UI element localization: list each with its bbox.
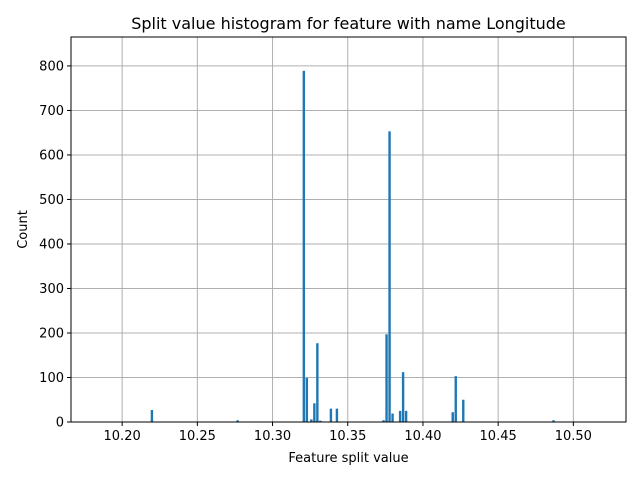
histogram-bar xyxy=(236,420,239,422)
chart-title: Split value histogram for feature with n… xyxy=(131,14,566,33)
histogram-bar xyxy=(462,399,465,422)
histogram-bar xyxy=(329,408,333,422)
x-tick-label: 10.25 xyxy=(179,429,216,444)
x-axis-label: Feature split value xyxy=(288,451,408,466)
histogram-bar xyxy=(401,372,405,422)
histogram-bar xyxy=(388,131,391,422)
y-tick-label: 200 xyxy=(39,326,64,341)
y-tick-label: 800 xyxy=(39,59,64,74)
x-tick-label: 10.50 xyxy=(555,429,592,444)
y-tick-label: 0 xyxy=(56,416,64,431)
histogram-bar xyxy=(398,410,402,422)
y-axis-label: Count xyxy=(16,210,31,249)
histogram-bar xyxy=(451,412,454,422)
plot-area-frame xyxy=(70,36,627,423)
histogram-bar xyxy=(335,408,339,422)
histogram-bar xyxy=(310,419,313,422)
x-tick-label: 10.35 xyxy=(329,429,366,444)
histogram-bar xyxy=(382,420,385,422)
y-tick-label: 600 xyxy=(39,148,64,163)
x-tick-label: 10.40 xyxy=(404,429,441,444)
histogram-bar xyxy=(305,377,309,422)
histogram-bar xyxy=(404,410,408,422)
y-axis-ticks: 0 100 200 300 400 500 600 700 800 xyxy=(39,59,71,431)
y-tick-label: 300 xyxy=(39,282,64,297)
histogram-bar xyxy=(319,420,322,422)
histogram-bar xyxy=(385,334,388,422)
y-tick-label: 700 xyxy=(39,104,64,119)
histogram-bar xyxy=(150,409,154,422)
histogram-bar xyxy=(391,413,394,422)
histogram-bar xyxy=(313,403,316,422)
y-tick-label: 100 xyxy=(39,371,64,386)
histogram-bar xyxy=(454,376,457,422)
x-tick-label: 10.20 xyxy=(104,429,141,444)
grid-layer xyxy=(71,37,626,423)
x-tick-label: 10.30 xyxy=(254,429,291,444)
histogram-bar xyxy=(302,70,306,422)
y-tick-label: 500 xyxy=(39,193,64,208)
bars-layer xyxy=(150,70,555,422)
histogram-bar xyxy=(552,420,555,422)
x-tick-label: 10.45 xyxy=(480,429,517,444)
x-axis-ticks: 10.20 10.25 10.30 10.35 10.40 10.45 10.50 xyxy=(104,422,592,444)
y-tick-label: 400 xyxy=(39,237,64,252)
histogram-bar xyxy=(316,343,319,422)
